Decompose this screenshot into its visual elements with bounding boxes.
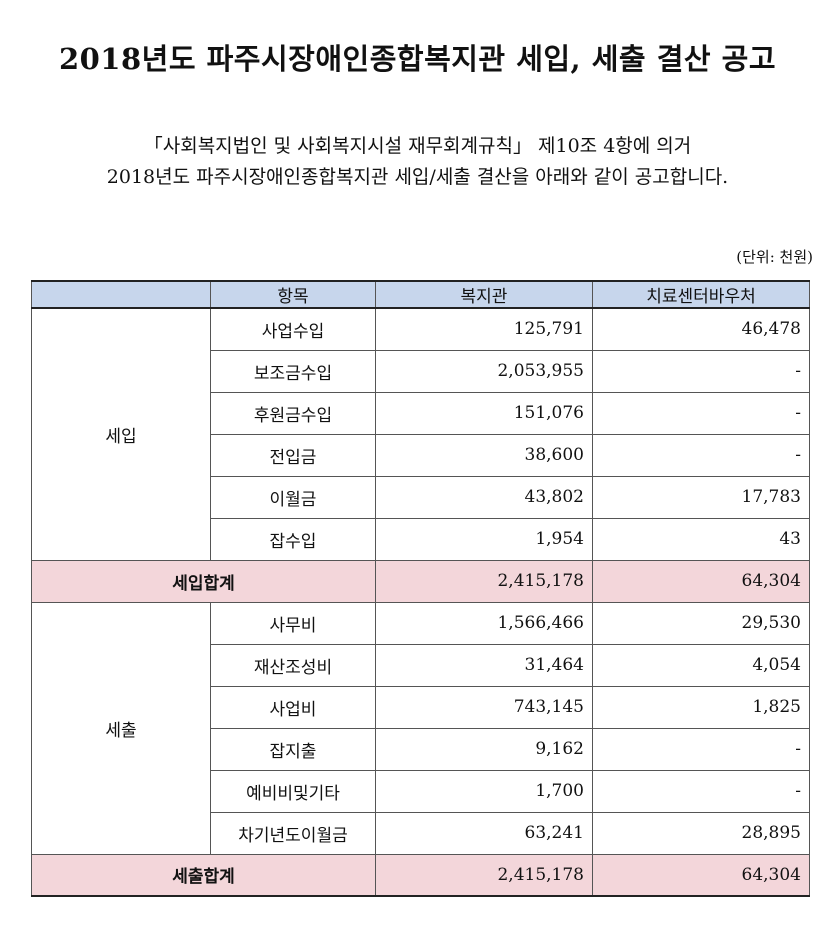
row-welfare-value: 63,241 — [375, 811, 593, 855]
table-row: 전입금 38,600 - — [32, 433, 810, 477]
row-voucher-value: - — [592, 769, 810, 813]
table-row: 이월금 43,802 17,783 — [32, 475, 810, 519]
row-item: 보조금수입 — [210, 349, 376, 393]
row-item: 재산조성비 — [210, 643, 376, 687]
revenue-total-row: 세입합계 2,415,178 64,304 — [31, 559, 810, 603]
expense-total-welfare: 2,415,178 — [375, 853, 593, 897]
row-item: 잡수입 — [210, 517, 376, 561]
row-welfare-value: 38,600 — [375, 433, 593, 477]
row-item: 후원금수입 — [210, 391, 376, 435]
table-row: 세입 사업수입 125,791 46,478 — [31, 307, 810, 561]
row-voucher-value: 17,783 — [592, 475, 810, 519]
row-item: 차기년도이월금 — [210, 811, 376, 855]
table-row: 차기년도이월금 63,241 28,895 — [32, 811, 810, 855]
row-item: 사업수입 — [210, 307, 376, 351]
row-voucher-value: 43 — [592, 517, 810, 561]
row-item: 이월금 — [210, 475, 376, 519]
table-row: 잡지출 9,162 - — [32, 727, 810, 771]
table-row: 세출 사무비 1,566,466 29,530 — [31, 601, 810, 855]
row-welfare-value: 1,954 — [375, 517, 593, 561]
row-voucher-value: 28,895 — [592, 811, 810, 855]
row-item: 사업비 — [210, 685, 376, 729]
table-row: 보조금수입 2,053,955 - — [32, 349, 810, 393]
header-cell-welfare: 복지관 — [375, 280, 593, 309]
header-cell-item: 항목 — [210, 280, 376, 309]
row-welfare-value: 9,162 — [375, 727, 593, 771]
row-item: 전입금 — [210, 433, 376, 477]
row-welfare-value: 2,053,955 — [375, 349, 593, 393]
row-voucher-value: - — [592, 391, 810, 435]
table-row: 후원금수입 151,076 - — [32, 391, 810, 435]
row-voucher-value: 1,825 — [592, 685, 810, 729]
header-cell-voucher: 치료센터바우처 — [592, 280, 810, 309]
expense-total-voucher: 64,304 — [592, 853, 810, 897]
table-row: 사업비 743,145 1,825 — [32, 685, 810, 729]
row-voucher-value: 4,054 — [592, 643, 810, 687]
row-welfare-value: 31,464 — [375, 643, 593, 687]
row-voucher-value: - — [592, 349, 810, 393]
expense-total-label: 세출합계 — [31, 853, 376, 897]
row-welfare-value: 1,700 — [375, 769, 593, 813]
row-item: 사무비 — [210, 601, 376, 645]
header-cell-group — [31, 280, 211, 309]
intro-line-1: 「사회복지법인 및 사회복지시설 재무회계규칙」 제10조 4항에 의거 — [143, 135, 692, 157]
row-item: 잡지출 — [210, 727, 376, 771]
table-header: 항목 복지관 치료센터바우처 — [31, 280, 810, 309]
row-voucher-value: - — [592, 727, 810, 771]
expense-total-row: 세출합계 2,415,178 64,304 — [31, 853, 810, 897]
revenue-total-voucher: 64,304 — [592, 559, 810, 603]
group-revenue: 세입 — [31, 307, 211, 561]
revenue-total-welfare: 2,415,178 — [375, 559, 593, 603]
group-expense: 세출 — [31, 601, 211, 855]
row-item: 예비비및기타 — [210, 769, 376, 813]
table-row: 예비비및기타 1,700 - — [32, 769, 810, 813]
row-welfare-value: 43,802 — [375, 475, 593, 519]
page-title: 2018년도 파주시장애인종합복지관 세입, 세출 결산 공고 — [58, 42, 777, 76]
row-voucher-value: - — [592, 433, 810, 477]
revenue-total-label: 세입합계 — [31, 559, 376, 603]
row-voucher-value: 29,530 — [592, 601, 810, 645]
table-row: 재산조성비 31,464 4,054 — [32, 643, 810, 687]
intro-line-2: 2018년도 파주시장애인종합복지관 세입/세출 결산을 아래와 같이 공고합니… — [106, 166, 729, 188]
row-voucher-value: 46,478 — [592, 307, 810, 351]
row-welfare-value: 125,791 — [375, 307, 593, 351]
row-welfare-value: 1,566,466 — [375, 601, 593, 645]
row-welfare-value: 151,076 — [375, 391, 593, 435]
table-row: 잡수입 1,954 43 — [32, 517, 810, 561]
row-welfare-value: 743,145 — [375, 685, 593, 729]
unit-note: (단위: 천원) — [736, 248, 813, 266]
settlement-table: 항목 복지관 치료센터바우처 세입 사업수입 125,791 46,478 보조… — [31, 280, 810, 897]
